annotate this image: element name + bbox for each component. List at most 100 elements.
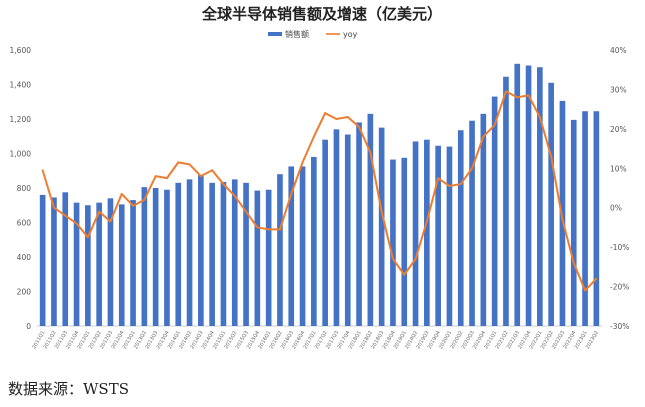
yoy-point-2014Q1 xyxy=(177,161,180,164)
yoy-point-2021Q3 xyxy=(516,96,519,99)
bar-2019Q1 xyxy=(401,157,408,326)
yoy-point-2020Q2 xyxy=(459,183,462,185)
yoy-point-2018Q1 xyxy=(358,125,360,128)
yoy-point-2021Q4 xyxy=(527,94,530,97)
bar-2015Q4 xyxy=(254,190,261,326)
bar-2021Q1 xyxy=(491,96,498,326)
y-right-tick-label: -10% xyxy=(610,243,629,252)
yoy-point-2015Q4 xyxy=(256,226,259,229)
yoy-point-2015Q1 xyxy=(222,183,225,185)
y-left-tick-label: 1,600 xyxy=(10,46,32,55)
yoy-point-2019Q4 xyxy=(437,177,440,180)
bar-2017Q1 xyxy=(311,156,317,326)
bar-2022Q1 xyxy=(537,67,543,326)
bar-2012Q1 xyxy=(85,205,91,326)
bar-2019Q4 xyxy=(435,145,441,326)
y-right-tick-label: 30% xyxy=(610,85,627,94)
yoy-point-2019Q2 xyxy=(414,258,417,260)
bar-2016Q3 xyxy=(288,166,295,326)
y-left-tick-label: 600 xyxy=(17,219,32,228)
yoy-point-2016Q1 xyxy=(267,228,270,231)
yoy-point-2011Q3 xyxy=(64,214,67,217)
y-right-tick-label: 20% xyxy=(610,125,627,134)
yoy-point-2018Q4 xyxy=(392,258,394,260)
yoy-point-2020Q1 xyxy=(448,185,451,187)
yoy-point-2011Q2 xyxy=(53,206,55,209)
bar-2016Q4 xyxy=(299,166,306,326)
bar-2020Q2 xyxy=(457,130,464,326)
yoy-point-2019Q1 xyxy=(403,273,406,276)
bar-2022Q2 xyxy=(548,82,554,327)
bar-2019Q2 xyxy=(412,141,419,326)
y-left-tick-label: 200 xyxy=(17,288,32,297)
y-right-tick-label: 40% xyxy=(610,46,627,55)
bar-2013Q1 xyxy=(130,200,136,326)
yoy-point-2022Q4 xyxy=(572,262,575,264)
yoy-point-2020Q3 xyxy=(471,167,473,170)
yoy-point-2015Q2 xyxy=(233,194,236,197)
y-left-tick-label: 1,000 xyxy=(10,150,32,159)
bar-2017Q3 xyxy=(333,129,340,326)
bar-2021Q4 xyxy=(525,65,532,327)
bar-2018Q1 xyxy=(356,122,362,326)
bar-2012Q4 xyxy=(118,204,125,326)
yoy-point-2020Q4 xyxy=(482,135,485,138)
bar-2022Q3 xyxy=(559,100,566,326)
bar-2018Q3 xyxy=(378,127,385,326)
bar-2017Q2 xyxy=(322,139,328,326)
bar-2011Q2 xyxy=(51,197,57,326)
bar-2020Q3 xyxy=(469,120,475,326)
y-left-tick-label: 1,400 xyxy=(10,81,32,90)
yoy-point-2015Q3 xyxy=(245,210,247,213)
y-left-tick-label: 1,200 xyxy=(10,115,32,124)
yoy-point-2014Q3 xyxy=(199,175,202,178)
y-right-tick-label: 10% xyxy=(610,164,627,173)
bar-2011Q3 xyxy=(62,192,69,326)
yoy-point-2023Q1 xyxy=(584,289,586,292)
bar-2020Q1 xyxy=(446,146,453,326)
yoy-point-2017Q4 xyxy=(346,116,349,118)
bar-2015Q3 xyxy=(243,182,249,326)
y-left-tick-label: 400 xyxy=(17,253,32,262)
yoy-point-2013Q4 xyxy=(166,177,168,180)
yoy-point-2022Q3 xyxy=(561,218,564,221)
yoy-point-2018Q2 xyxy=(369,151,372,154)
bar-2018Q2 xyxy=(367,113,374,326)
bar-2011Q4 xyxy=(73,202,80,326)
bar-2023Q1 xyxy=(582,111,588,326)
chart-canvas: 全球半导体销售额及增速（亿美元） 销售额 yoy 0 200 400 600 800 1,… xyxy=(10,5,630,350)
bar-2018Q4 xyxy=(390,159,396,326)
yoy-point-2022Q2 xyxy=(550,155,553,158)
legend-label-bar: 销售额 xyxy=(285,29,309,39)
y-axis-left: 0 200 400 600 800 1,000 1,200 1,400 1,600 xyxy=(10,46,32,331)
yoy-point-2016Q3 xyxy=(290,193,293,195)
yoy-point-2011Q4 xyxy=(75,222,78,225)
source-note: 数据来源：WSTS xyxy=(8,380,129,398)
yoy-point-2022Q1 xyxy=(538,116,541,118)
bar-2014Q1 xyxy=(175,182,182,326)
bar-2019Q3 xyxy=(424,139,430,326)
yoy-point-2016Q4 xyxy=(301,161,304,164)
bar-2021Q3 xyxy=(514,63,521,327)
bar-2016Q2 xyxy=(277,174,283,326)
yoy-point-2017Q1 xyxy=(312,135,315,138)
line-series xyxy=(41,90,598,292)
x-axis-ticks: 2011Q12011Q22011Q32011Q42012Q12012Q22012… xyxy=(31,330,600,350)
yoy-point-2019Q3 xyxy=(425,220,428,223)
bar-2021Q2 xyxy=(503,76,509,326)
yoy-point-2013Q2 xyxy=(143,198,146,201)
y-left-tick-label: 800 xyxy=(17,184,32,193)
yoy-point-2023Q2 xyxy=(595,277,598,280)
yoy-point-2013Q1 xyxy=(132,204,134,207)
bar-2016Q1 xyxy=(265,189,272,326)
bar-2011Q1 xyxy=(39,194,46,326)
bar-2013Q3 xyxy=(152,188,159,326)
bar-2013Q2 xyxy=(141,187,148,326)
bar-2013Q4 xyxy=(164,189,170,326)
y-left-tick-label: 0 xyxy=(26,322,31,331)
yoy-point-2021Q1 xyxy=(493,124,496,126)
y-right-tick-label: -30% xyxy=(610,322,629,331)
yoy-line xyxy=(41,90,598,292)
bar-series xyxy=(39,63,600,327)
